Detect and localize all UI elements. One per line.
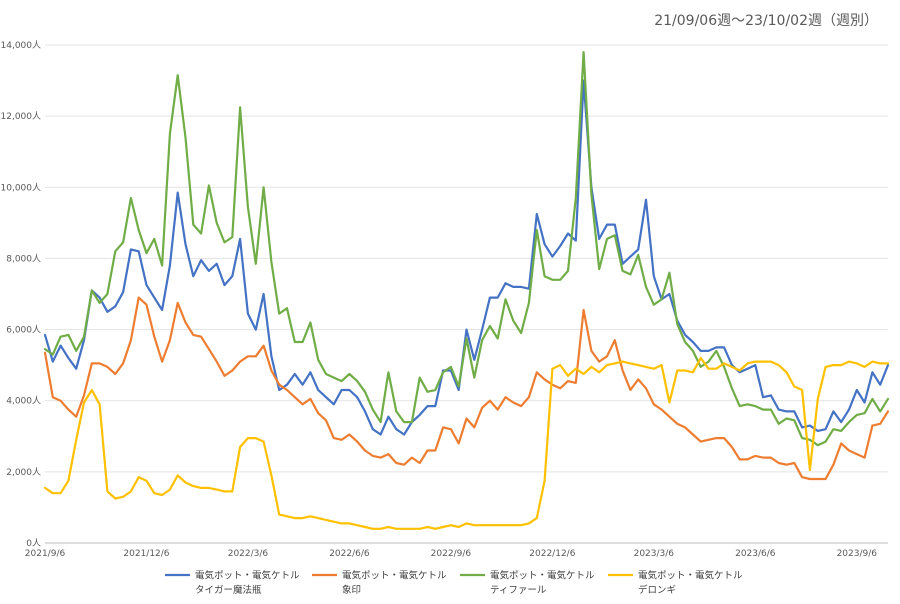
x-tick-label: 2023/9/6 xyxy=(837,549,878,559)
legend-label: デロンギ xyxy=(638,584,676,596)
y-tick-label: 8,000人 xyxy=(6,253,41,264)
series-line-4 xyxy=(43,356,890,530)
series-line-3 xyxy=(43,50,890,447)
legend-label: 電気ポット・電気ケトル xyxy=(342,570,447,582)
x-tick-label: 2022/9/6 xyxy=(431,549,472,559)
y-tick-label: 14,000人 xyxy=(1,40,42,51)
y-tick-label: 0人 xyxy=(26,538,41,549)
chart-subtitle: 21/09/06週～23/10/02週（週別） xyxy=(654,13,878,29)
legend-label: 電気ポット・電気ケトル xyxy=(638,570,743,582)
legend-label: 電気ポット・電気ケトル xyxy=(195,570,300,582)
legend-label: 象印 xyxy=(342,584,361,596)
series-line-2 xyxy=(43,296,890,481)
x-tick-label: 2022/6/6 xyxy=(329,549,370,559)
y-tick-label: 12,000人 xyxy=(1,111,42,122)
y-tick-label: 6,000人 xyxy=(6,325,41,336)
legend-label: 電気ポット・電気ケトル xyxy=(490,570,595,582)
x-tick-label: 2022/3/6 xyxy=(228,549,269,559)
x-tick-label: 2021/12/6 xyxy=(123,549,169,559)
y-tick-label: 10,000人 xyxy=(1,182,42,193)
x-tick-label: 2021/9/6 xyxy=(25,549,66,559)
legend-label: タイガー魔法瓶 xyxy=(195,584,262,596)
series-line-1 xyxy=(43,79,890,436)
x-tick-label: 2023/3/6 xyxy=(634,549,675,559)
y-tick-label: 2,000人 xyxy=(6,467,41,478)
x-tick-label: 2023/6/6 xyxy=(735,549,776,559)
legend-label: ティファール xyxy=(490,585,547,596)
x-tick-label: 2022/12/6 xyxy=(529,549,575,559)
y-tick-label: 4,000人 xyxy=(6,396,41,407)
